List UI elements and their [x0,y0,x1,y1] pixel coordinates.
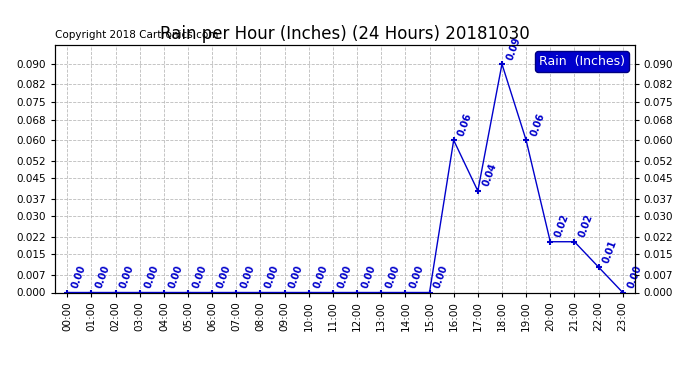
Text: 0.00: 0.00 [384,264,402,290]
Text: 0.00: 0.00 [70,264,88,290]
Text: 0.00: 0.00 [215,264,233,290]
Text: 0.01: 0.01 [602,238,619,264]
Text: 0.00: 0.00 [312,264,329,290]
Text: 0.00: 0.00 [433,264,450,290]
Text: 0.02: 0.02 [578,213,595,239]
Title: Rain per Hour (Inches) (24 Hours) 20181030: Rain per Hour (Inches) (24 Hours) 201810… [160,26,530,44]
Text: Copyright 2018 Cartronics.com: Copyright 2018 Cartronics.com [55,30,219,40]
Text: 0.00: 0.00 [119,264,136,290]
Text: 0.00: 0.00 [143,264,160,290]
Text: 0.00: 0.00 [95,264,112,290]
Text: 0.06: 0.06 [529,111,546,137]
Text: 0.00: 0.00 [360,264,377,290]
Text: 0.02: 0.02 [553,213,571,239]
Text: 0.00: 0.00 [191,264,208,290]
Text: 0.06: 0.06 [457,111,474,137]
Legend: Rain  (Inches): Rain (Inches) [535,51,629,72]
Text: 0.00: 0.00 [239,264,257,290]
Text: 0.00: 0.00 [408,264,426,290]
Text: 0.04: 0.04 [481,162,498,188]
Text: 0.00: 0.00 [167,264,184,290]
Text: 0.00: 0.00 [264,264,281,290]
Text: 0.00: 0.00 [336,264,353,290]
Text: 0.00: 0.00 [288,264,305,290]
Text: 0.00: 0.00 [626,264,643,290]
Text: 0.09: 0.09 [505,35,522,61]
